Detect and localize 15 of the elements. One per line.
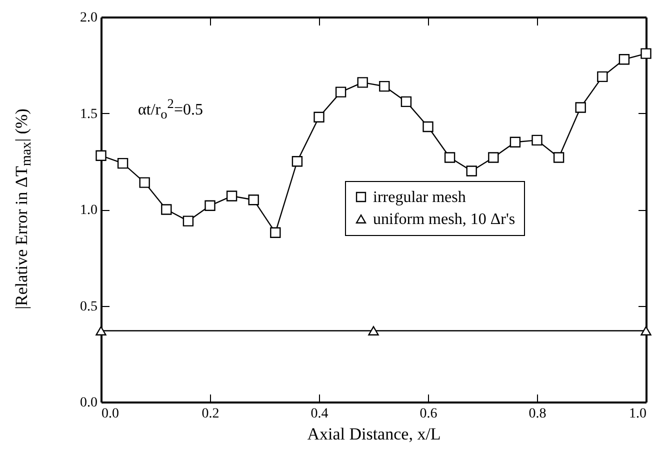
y-tick-label: 1.0 bbox=[80, 203, 98, 218]
legend-label: irregular mesh bbox=[373, 189, 466, 206]
y-tick-label: 0.5 bbox=[80, 299, 98, 314]
x-tick-label: 1.0 bbox=[629, 406, 646, 422]
annotation: αt/r$_{o}$$^{2}$=0.5 bbox=[138, 96, 203, 123]
y-tick-label: 1.5 bbox=[80, 106, 98, 122]
legend-label: uniform mesh, 10 Δr's bbox=[373, 211, 516, 228]
x-tick-label: 0.0 bbox=[102, 406, 119, 422]
y-tick-label: 0.0 bbox=[80, 396, 98, 410]
y-tick-label: 2.0 bbox=[80, 10, 98, 26]
x-tick-label: 0.8 bbox=[528, 406, 546, 422]
x-tick-label: 0.4 bbox=[310, 406, 328, 422]
x-tick-label: 0.2 bbox=[202, 406, 220, 422]
x-axis-title: Axial Distance, x/L bbox=[307, 424, 441, 444]
x-tick-label: 0.6 bbox=[420, 406, 438, 422]
